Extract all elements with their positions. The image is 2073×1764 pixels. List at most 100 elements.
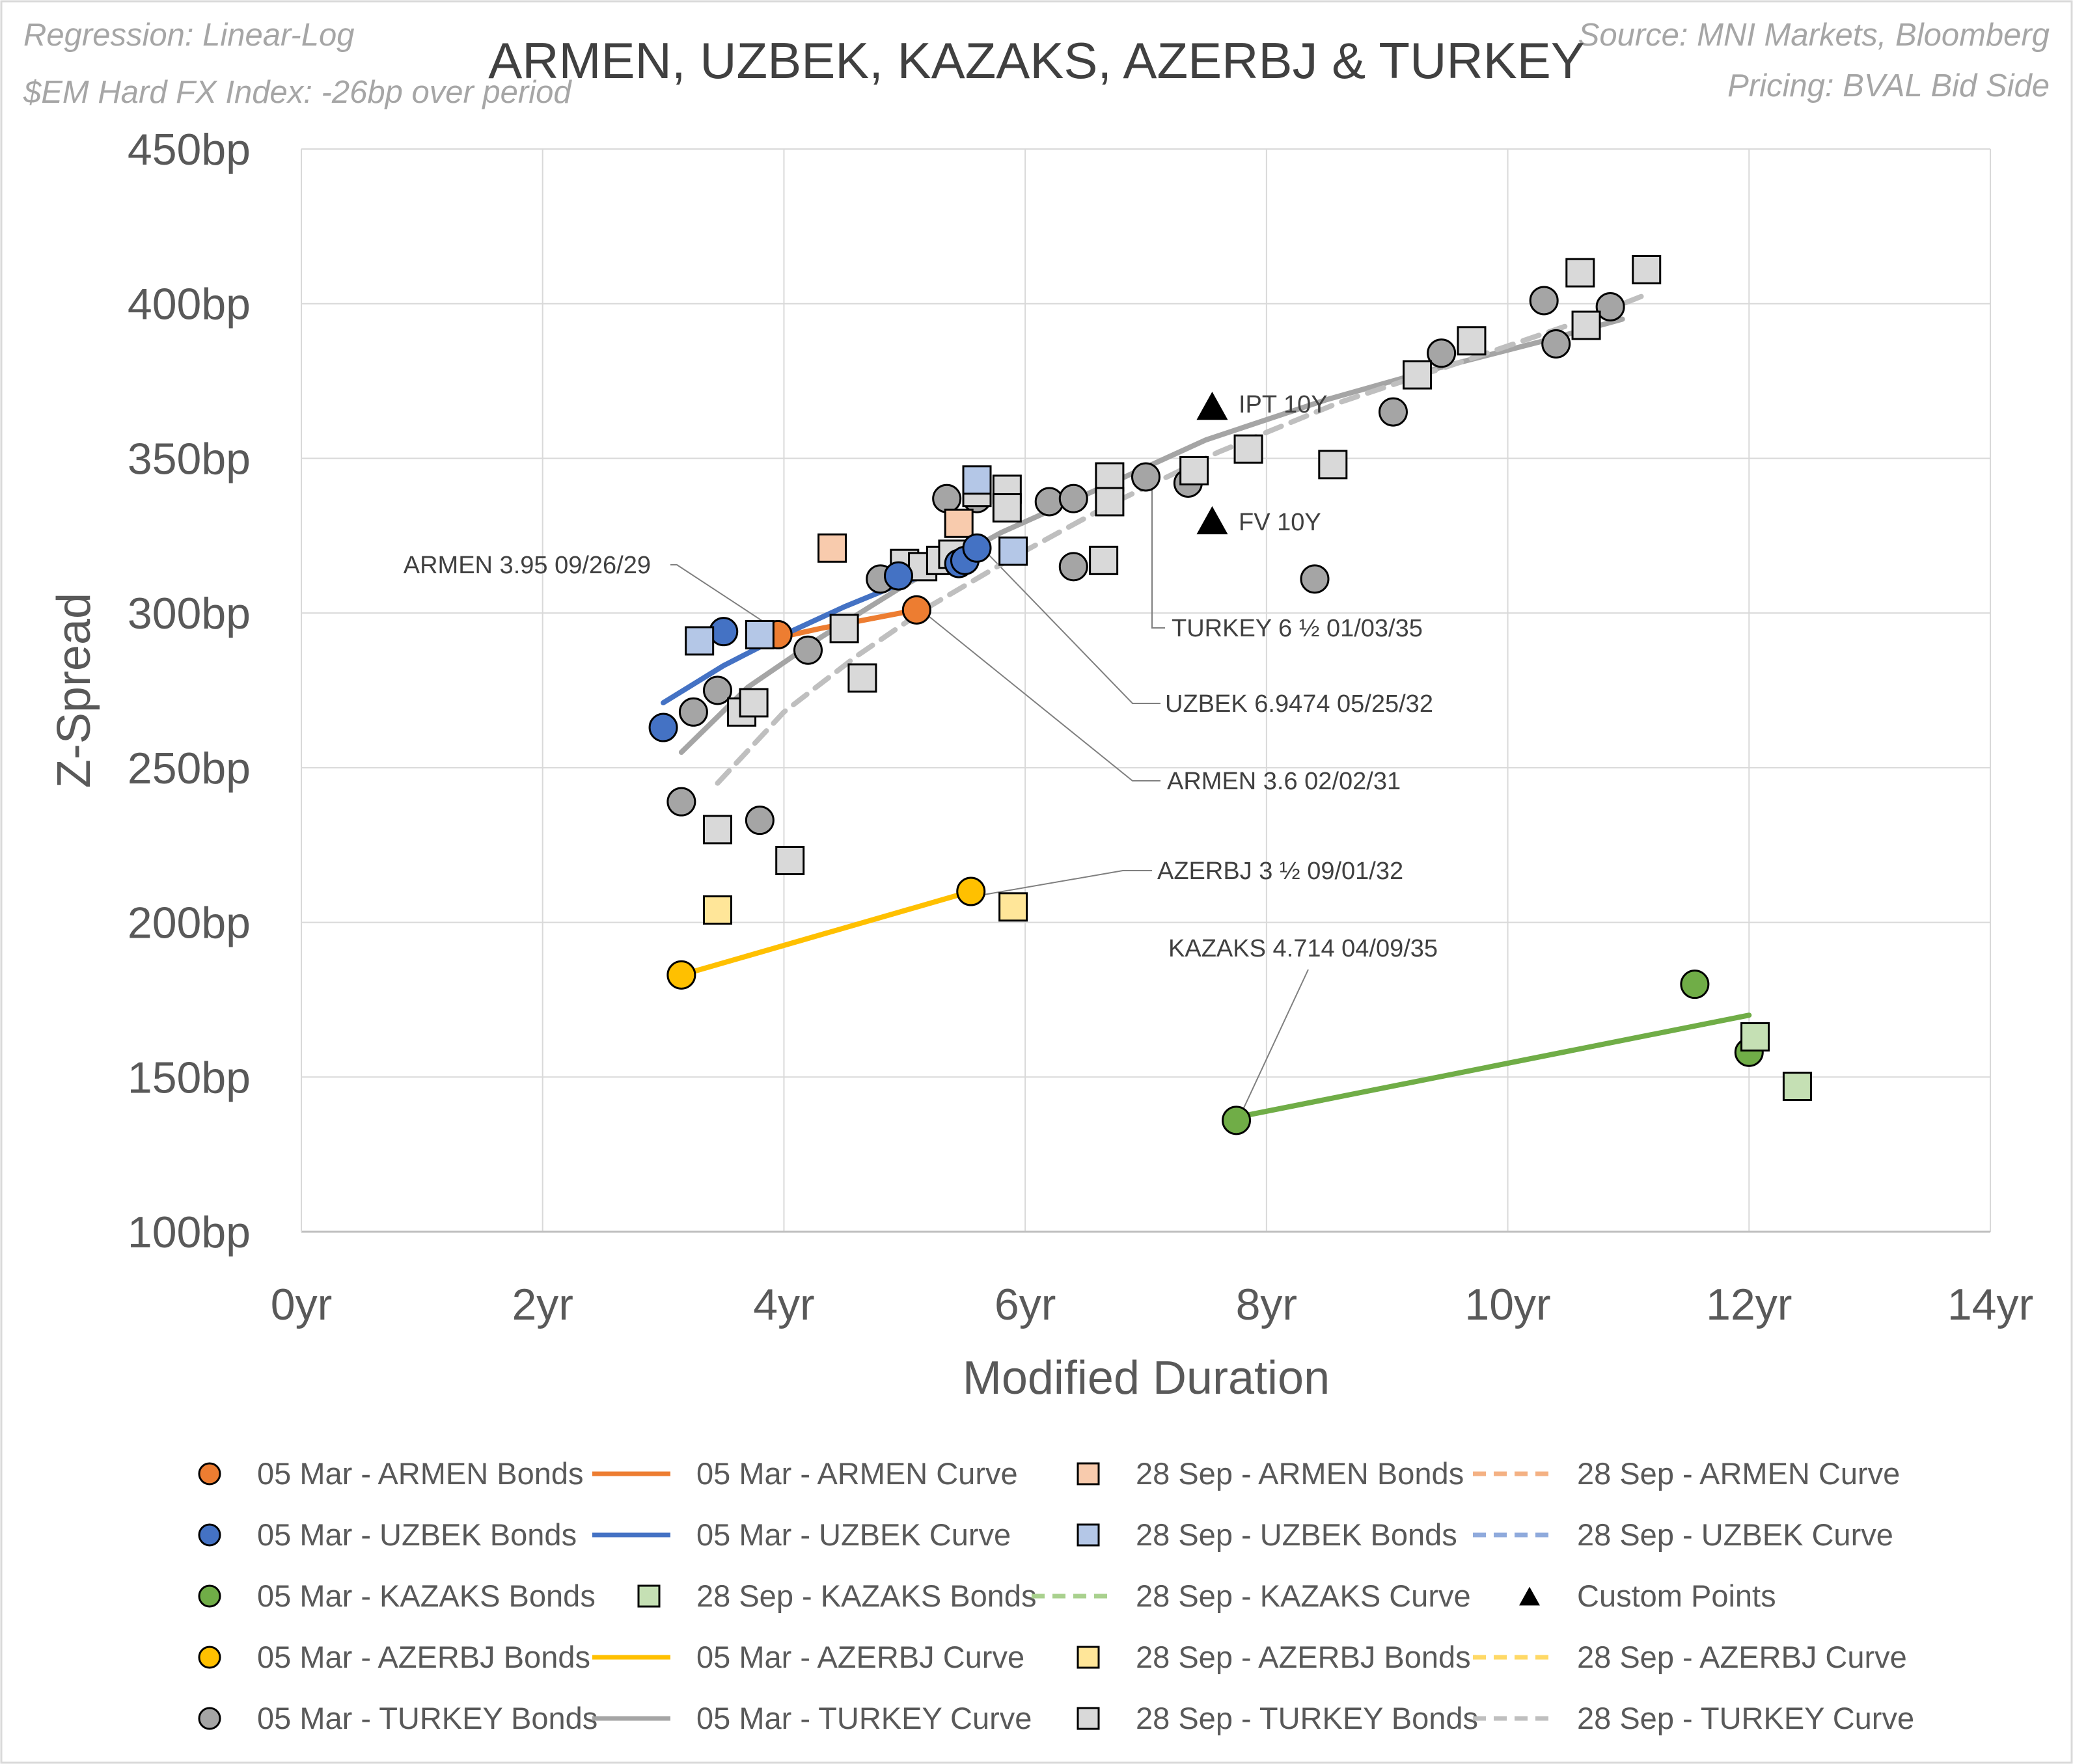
data-point bbox=[992, 493, 1022, 522]
legend-label: 28 Sep - AZERBJ Curve bbox=[1577, 1640, 1907, 1674]
legend-label: 28 Sep - KAZAKS Curve bbox=[1136, 1579, 1471, 1613]
x-tick-label: 12yr bbox=[1706, 1280, 1792, 1329]
legend-swatch bbox=[1077, 1523, 1100, 1547]
legend-label: 05 Mar - KAZAKS Bonds bbox=[257, 1579, 596, 1613]
data-point bbox=[666, 787, 696, 817]
data-point bbox=[1233, 434, 1263, 464]
annotation-label: ARMEN 3.95 09/26/29 bbox=[404, 552, 651, 579]
legend-label: 05 Mar - UZBEK Bonds bbox=[257, 1517, 577, 1552]
x-tick-label: 6yr bbox=[995, 1280, 1056, 1329]
legend-label: 05 Mar - ARMEN Bonds bbox=[257, 1456, 584, 1491]
data-point bbox=[884, 561, 914, 591]
legend-label: 28 Sep - TURKEY Bonds bbox=[1136, 1701, 1478, 1735]
y-tick-label: 200bp bbox=[128, 899, 251, 948]
legend-label: 05 Mar - UZBEK Curve bbox=[696, 1517, 1011, 1552]
x-tick-label: 8yr bbox=[1236, 1280, 1297, 1329]
data-point bbox=[962, 465, 992, 495]
legend-label: 05 Mar - AZERBJ Curve bbox=[696, 1640, 1024, 1674]
data-point bbox=[1179, 455, 1209, 485]
data-point bbox=[702, 895, 732, 925]
legend-label: 28 Sep - AZERBJ Bonds bbox=[1136, 1640, 1471, 1674]
legend-swatch bbox=[198, 1584, 221, 1608]
legend-label: 28 Sep - UZBEK Bonds bbox=[1136, 1517, 1457, 1552]
data-point bbox=[1571, 310, 1601, 340]
legend-label: Custom Points bbox=[1577, 1579, 1776, 1613]
annotation-leader bbox=[980, 870, 1152, 897]
data-point bbox=[1541, 329, 1571, 359]
data-point bbox=[1632, 254, 1662, 284]
annotation-label: AZERBJ 3 ½ 09/01/32 bbox=[1157, 858, 1403, 885]
data-point bbox=[1095, 487, 1125, 517]
data-point bbox=[1680, 970, 1710, 999]
y-tick-label: 450bp bbox=[128, 125, 251, 174]
data-point bbox=[1403, 360, 1433, 390]
data-point bbox=[666, 960, 696, 990]
data-point bbox=[1565, 258, 1595, 288]
legend-label: 05 Mar - AZERBJ Bonds bbox=[257, 1640, 590, 1674]
curve-line bbox=[1233, 1012, 1752, 1120]
data-point bbox=[1378, 397, 1408, 427]
legend-swatch bbox=[637, 1584, 661, 1608]
data-point bbox=[1196, 506, 1228, 535]
annotation-label: IPT 10Y bbox=[1239, 391, 1328, 418]
legend-label: 05 Mar - TURKEY Bonds bbox=[257, 1701, 597, 1735]
x-tick-label: 0yr bbox=[271, 1280, 332, 1329]
annotation-leader bbox=[925, 613, 1160, 781]
data-point bbox=[1095, 462, 1125, 492]
y-axis-title: Z-Spread bbox=[48, 593, 100, 788]
legend-label: 05 Mar - ARMEN Curve bbox=[696, 1456, 1018, 1491]
source-note: Source: MNI Markets, Bloomberg bbox=[1578, 18, 2050, 53]
data-point bbox=[817, 533, 847, 563]
x-tick-label: 2yr bbox=[512, 1280, 573, 1329]
legend-label: 28 Sep - KAZAKS Bonds bbox=[696, 1579, 1037, 1613]
data-point bbox=[847, 663, 877, 693]
legend-swatch bbox=[198, 1462, 221, 1486]
annotation-leader bbox=[1242, 969, 1309, 1111]
data-point bbox=[901, 595, 931, 625]
data-point bbox=[745, 806, 775, 835]
legend-swatch bbox=[1519, 1586, 1540, 1606]
data-point bbox=[998, 536, 1028, 566]
x-axis-title: Modified Duration bbox=[963, 1352, 1330, 1404]
data-point bbox=[702, 815, 732, 845]
data-point bbox=[1782, 1072, 1812, 1102]
legend-label: 28 Sep - ARMEN Curve bbox=[1577, 1456, 1900, 1491]
legend-swatch bbox=[198, 1646, 221, 1669]
y-tick-label: 150bp bbox=[128, 1053, 251, 1102]
data-point bbox=[685, 626, 715, 656]
legend-label: 28 Sep - UZBEK Curve bbox=[1577, 1517, 1893, 1552]
data-point bbox=[648, 712, 678, 742]
data-point bbox=[962, 533, 992, 563]
data-point bbox=[956, 876, 986, 906]
data-point bbox=[702, 675, 732, 705]
data-point bbox=[678, 697, 708, 727]
data-point bbox=[932, 483, 962, 513]
x-tick-label: 10yr bbox=[1464, 1280, 1550, 1329]
x-tick-label: 14yr bbox=[1947, 1280, 2033, 1329]
annotation-label: FV 10Y bbox=[1239, 509, 1321, 536]
data-point bbox=[775, 845, 805, 875]
y-tick-label: 400bp bbox=[128, 280, 251, 329]
data-point bbox=[1222, 1106, 1252, 1135]
y-tick-label: 300bp bbox=[128, 589, 251, 638]
data-point bbox=[1529, 286, 1559, 316]
y-tick-label: 350bp bbox=[128, 434, 251, 483]
curve-line bbox=[678, 889, 974, 978]
legend-label: 28 Sep - TURKEY Curve bbox=[1577, 1701, 1914, 1735]
data-point bbox=[998, 892, 1028, 922]
index-note: $EM Hard FX Index: -26bp over period bbox=[23, 75, 571, 110]
annotation-leader bbox=[670, 564, 772, 628]
x-tick-label: 4yr bbox=[753, 1280, 814, 1329]
data-point bbox=[1740, 1022, 1770, 1052]
data-point bbox=[1131, 462, 1160, 492]
legend-swatch bbox=[1077, 1707, 1100, 1730]
data-point bbox=[1196, 392, 1228, 420]
data-point bbox=[1300, 564, 1330, 594]
data-point bbox=[1058, 483, 1088, 513]
data-point bbox=[944, 508, 974, 538]
data-point bbox=[745, 619, 775, 649]
annotation-label: ARMEN 3.6 02/02/31 bbox=[1167, 768, 1401, 795]
data-point bbox=[793, 635, 823, 665]
